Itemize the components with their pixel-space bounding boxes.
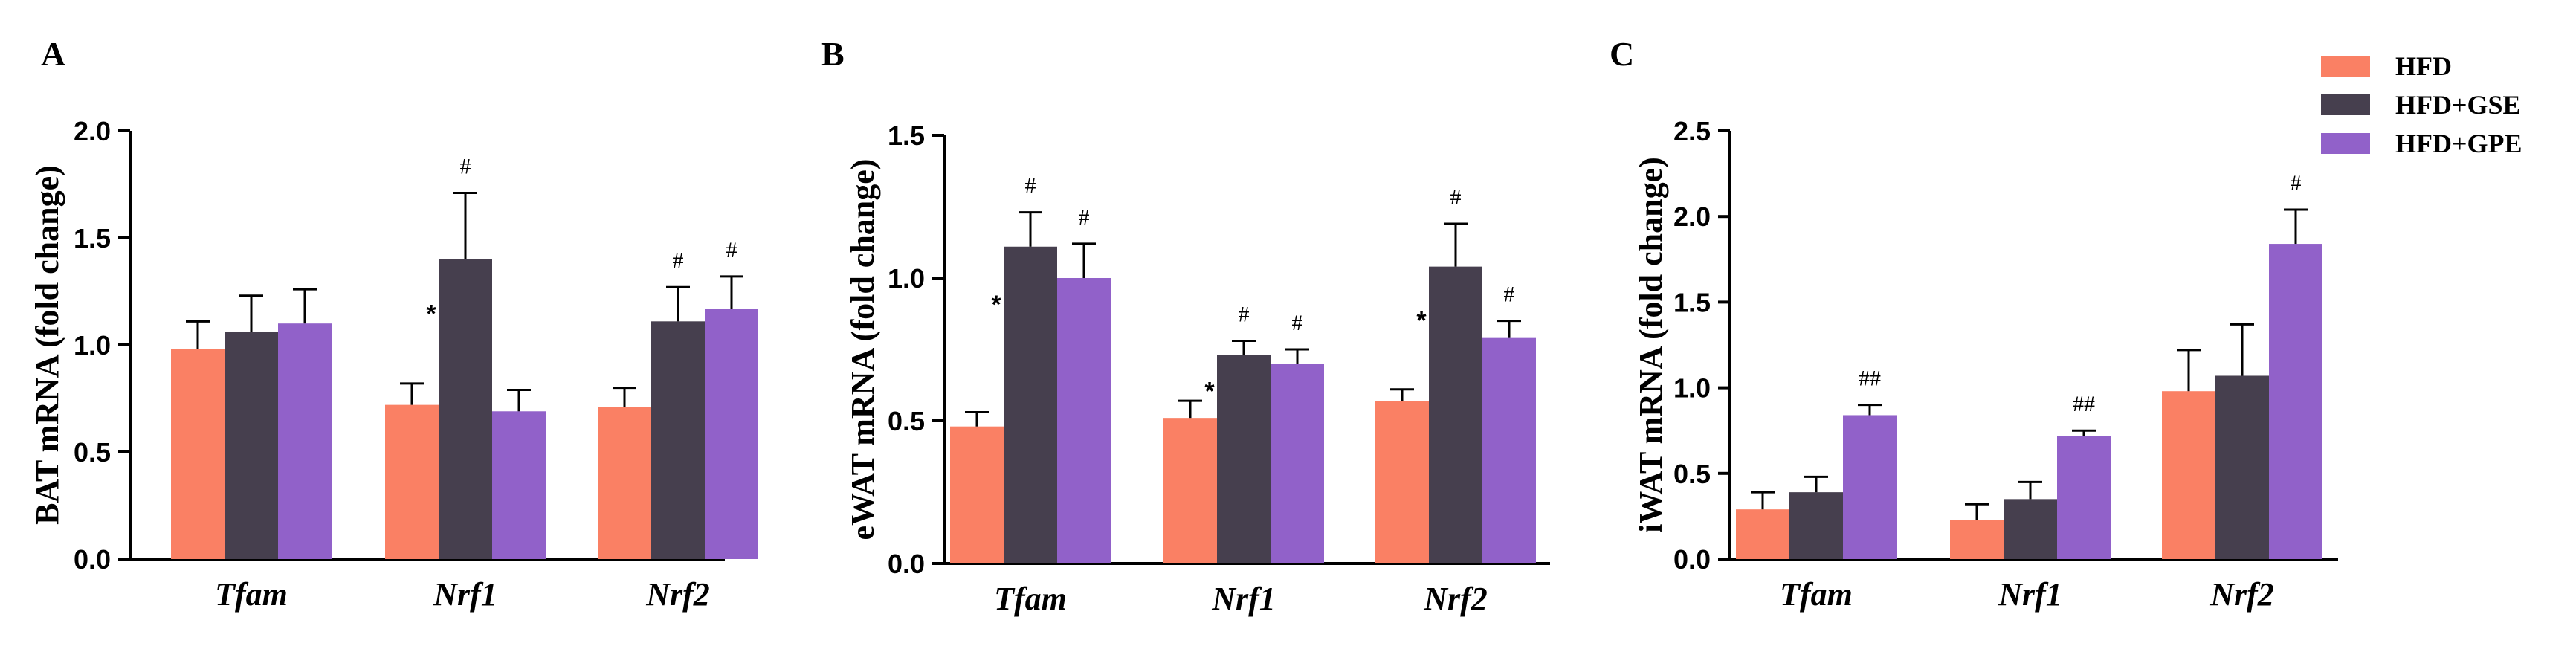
y-tick-label: 2.0 bbox=[74, 116, 111, 146]
x-tick-label: Tfam bbox=[994, 581, 1067, 617]
x-tick-label: Nrf2 bbox=[1423, 581, 1488, 617]
bar-nrf2-hfd bbox=[598, 407, 651, 559]
bar-tfam-hfd bbox=[950, 426, 1004, 563]
bar-nrf1-hfd bbox=[385, 404, 439, 559]
significance-mark: # bbox=[1239, 302, 1250, 326]
bar-nrf2-hfd-gpe bbox=[1482, 337, 1536, 563]
legend-swatch bbox=[2321, 56, 2370, 77]
legend-label: HFD bbox=[2395, 51, 2452, 81]
legend-swatch bbox=[2321, 133, 2370, 154]
bar-tfam-hfd-gse bbox=[1789, 492, 1843, 559]
star-mark: * bbox=[991, 291, 1001, 319]
bar-nrf1-hfd bbox=[1950, 520, 2004, 559]
significance-mark: # bbox=[1450, 185, 1462, 210]
y-tick-label: 0.0 bbox=[888, 549, 925, 579]
y-tick-label: 2.0 bbox=[1673, 201, 1711, 232]
x-tick-label: Tfam bbox=[1780, 576, 1853, 613]
significance-mark: # bbox=[673, 248, 684, 273]
bar-nrf2-hfd-gpe bbox=[705, 309, 758, 559]
bar-nrf2-hfd-gse bbox=[651, 321, 705, 559]
bar-tfam-hfd-gpe bbox=[278, 323, 332, 559]
bar-tfam-hfd-gse bbox=[225, 332, 278, 559]
significance-mark: ## bbox=[2073, 392, 2095, 416]
star-mark: * bbox=[1416, 307, 1427, 335]
star-mark: * bbox=[1204, 378, 1215, 406]
y-tick-label: 0.5 bbox=[888, 406, 925, 436]
bar-nrf1-hfd-gse bbox=[1217, 355, 1271, 563]
bar-nrf2-hfd-gse bbox=[1429, 266, 1482, 563]
y-axis-label: iWAT mRNA (fold change) bbox=[1633, 157, 1669, 533]
x-tick-label: Tfam bbox=[215, 576, 288, 613]
legend: HFD HFD+GSE HFD+GPE bbox=[2321, 51, 2522, 158]
bar-tfam-hfd-gpe bbox=[1057, 278, 1111, 563]
significance-mark: # bbox=[1504, 282, 1515, 307]
x-tick-label: Nrf1 bbox=[1211, 581, 1276, 617]
bar-nrf1-hfd-gse bbox=[2004, 499, 2057, 559]
legend-label: HFD+GSE bbox=[2395, 90, 2521, 120]
bar-nrf1-hfd-gpe bbox=[2057, 436, 2111, 559]
bar-nrf1-hfd-gse bbox=[439, 259, 492, 559]
bar-nrf1-hfd-gpe bbox=[1271, 364, 1324, 563]
chart-panel-a: A BAT mRNA (fold change) 0.0 0.5 1.0 1.5 2.0 Tf… bbox=[29, 35, 758, 613]
bar-nrf1-hfd bbox=[1163, 418, 1217, 563]
y-tick-label: 1.0 bbox=[888, 263, 925, 294]
y-axis-label: BAT mRNA (fold change) bbox=[29, 165, 65, 525]
y-tick-label: 1.5 bbox=[74, 223, 111, 253]
significance-mark: # bbox=[1025, 174, 1036, 198]
panel-label: C bbox=[1610, 35, 1634, 73]
y-tick-label: 1.0 bbox=[1673, 373, 1711, 404]
significance-mark: # bbox=[460, 155, 471, 179]
legend-swatch bbox=[2321, 94, 2370, 115]
x-tick-label: Nrf1 bbox=[433, 576, 497, 613]
x-tick-label: Nrf2 bbox=[645, 576, 710, 613]
significance-mark: # bbox=[726, 238, 737, 262]
panel-label: A bbox=[41, 35, 65, 73]
y-tick-label: 1.5 bbox=[888, 120, 925, 151]
y-tick-label: 2.5 bbox=[1673, 116, 1711, 146]
y-tick-label: 0.5 bbox=[1673, 459, 1711, 489]
bar-nrf2-hfd-gpe bbox=[2269, 244, 2322, 559]
bar-nrf2-hfd-gse bbox=[2215, 375, 2269, 559]
y-tick-label: 0.5 bbox=[74, 437, 111, 468]
bar-tfam-hfd bbox=[1736, 509, 1789, 559]
y-tick-label: 1.0 bbox=[74, 330, 111, 361]
star-mark: * bbox=[426, 300, 436, 328]
y-tick-label: 0.0 bbox=[74, 544, 111, 575]
bar-nrf1-hfd-gpe bbox=[492, 411, 546, 559]
legend-label: HFD+GPE bbox=[2395, 129, 2522, 158]
significance-mark: ## bbox=[1859, 366, 1881, 391]
y-tick-label: 0.0 bbox=[1673, 544, 1711, 575]
y-tick-label: 1.5 bbox=[1673, 287, 1711, 317]
x-tick-label: Nrf2 bbox=[2209, 576, 2274, 613]
bar-nrf2-hfd bbox=[1375, 401, 1429, 563]
x-tick-label: Nrf1 bbox=[1998, 576, 2062, 613]
bar-tfam-hfd-gse bbox=[1004, 246, 1057, 563]
bar-tfam-hfd bbox=[171, 349, 225, 559]
significance-mark: # bbox=[2291, 171, 2302, 196]
significance-mark: # bbox=[1079, 205, 1090, 230]
significance-mark: # bbox=[1292, 311, 1303, 335]
bar-nrf2-hfd bbox=[2162, 391, 2215, 559]
panel-label: B bbox=[821, 35, 845, 73]
bar-tfam-hfd-gpe bbox=[1843, 415, 1897, 559]
y-axis-label: eWAT mRNA (fold change) bbox=[845, 159, 881, 540]
